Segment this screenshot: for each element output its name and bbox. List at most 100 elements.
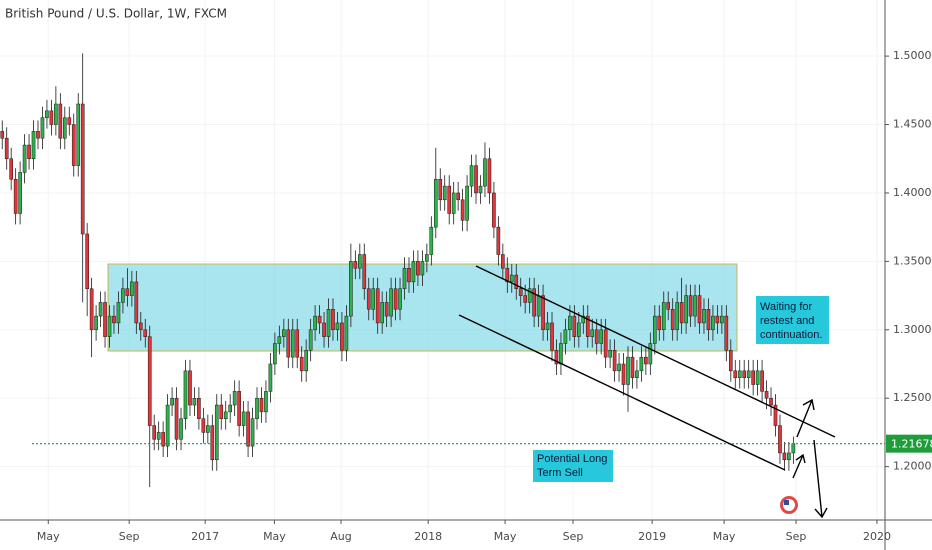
- candle-body: [290, 329, 295, 358]
- candle-body: [644, 356, 648, 365]
- candle-body: [447, 185, 452, 214]
- candle-body: [380, 302, 384, 324]
- candle-body: [138, 322, 143, 331]
- candle-body: [773, 404, 778, 426]
- candle-body: [451, 192, 456, 214]
- y-tick-label: 1.40000: [893, 186, 932, 199]
- candle-body: [438, 179, 443, 201]
- candle-body: [349, 261, 353, 317]
- x-tick-label: 2019: [638, 530, 666, 543]
- candle-body: [778, 425, 782, 454]
- candle-body: [54, 103, 58, 125]
- candle-body: [183, 370, 188, 419]
- candle-body: [143, 329, 148, 337]
- candle-body: [282, 329, 286, 337]
- candle-body: [720, 315, 724, 324]
- candle-body: [277, 336, 282, 344]
- candle-body: [505, 267, 510, 283]
- candle-body: [9, 158, 13, 180]
- candle-body: [40, 117, 45, 139]
- candle-body: [299, 356, 304, 372]
- candle-body: [259, 397, 264, 413]
- last-price-box: [886, 434, 932, 453]
- drawings: [458, 265, 836, 519]
- candle-body: [742, 370, 747, 378]
- candle-body: [134, 281, 139, 324]
- y-tick-label: 1.20000: [893, 460, 932, 473]
- candle-body: [550, 322, 554, 351]
- candle-body: [733, 370, 738, 378]
- candle-body: [58, 103, 63, 139]
- candle-body: [268, 363, 273, 392]
- candle-body: [389, 288, 393, 317]
- candle-body: [326, 309, 331, 337]
- candle-body: [371, 288, 376, 310]
- candle-body: [31, 131, 36, 159]
- candle-body: [679, 302, 684, 324]
- last-price-label: 1.21678: [891, 438, 932, 451]
- candle-body: [125, 288, 130, 296]
- candle-body: [478, 185, 483, 194]
- annotation: Term Sell: [537, 467, 583, 479]
- candle-body: [559, 343, 563, 365]
- candle-body: [317, 315, 322, 324]
- candle-body: [433, 179, 438, 228]
- candle-body: [107, 315, 112, 337]
- candle-body: [210, 425, 215, 461]
- candle-body: [523, 295, 528, 303]
- candle-body: [170, 397, 174, 406]
- candle-body: [688, 295, 693, 317]
- candle-body: [232, 391, 237, 406]
- candle-body: [536, 295, 541, 317]
- candle-body: [0, 131, 5, 139]
- candle-body: [532, 288, 536, 317]
- candle-body: [192, 397, 197, 406]
- candle-body: [581, 315, 586, 324]
- candle-body: [621, 363, 626, 385]
- y-tick-label: 1.50000: [893, 49, 932, 62]
- grid: [0, 0, 885, 520]
- annotation: restest and: [760, 315, 814, 327]
- candle-body: [787, 452, 791, 461]
- candle-body: [188, 370, 192, 406]
- candle-body: [219, 404, 224, 419]
- candle-body: [228, 404, 233, 413]
- candle-body: [116, 302, 121, 324]
- candle-body: [85, 233, 89, 289]
- candle-body: [594, 329, 599, 344]
- candle-body: [384, 302, 389, 317]
- candle-body: [670, 309, 675, 331]
- candle-body: [411, 261, 416, 283]
- candle-body: [675, 302, 679, 331]
- candle-body: [782, 452, 787, 461]
- candle-body: [103, 302, 107, 337]
- candle-body: [626, 356, 630, 385]
- candle-body: [322, 322, 326, 337]
- candle-body: [527, 288, 532, 303]
- x-tick-label: May: [37, 530, 60, 543]
- candle-body: [130, 281, 134, 296]
- candle-body: [357, 254, 362, 269]
- candle-body: [518, 288, 523, 296]
- candle-body: [246, 411, 250, 447]
- candle-body: [501, 254, 505, 269]
- candle-body: [465, 185, 469, 221]
- candle-body: [98, 302, 103, 317]
- candle-body: [94, 315, 98, 331]
- candle-body: [76, 103, 81, 166]
- candle-body: [214, 404, 219, 461]
- candle-body: [304, 350, 308, 372]
- x-tick-label: Sep: [786, 530, 807, 543]
- candle-body: [340, 322, 344, 351]
- candle-body: [353, 261, 358, 269]
- x-tick-label: 2018: [414, 530, 442, 543]
- candle-body: [599, 329, 603, 344]
- x-tick-label: Sep: [563, 530, 584, 543]
- annotation: Potential Long: [537, 453, 607, 465]
- annotation-box: [533, 450, 613, 482]
- candle-body: [715, 315, 720, 324]
- candle-body: [764, 391, 769, 399]
- candle-body: [250, 418, 255, 447]
- chart-title: British Pound / U.S. Dollar, 1W, FXCM: [5, 7, 227, 21]
